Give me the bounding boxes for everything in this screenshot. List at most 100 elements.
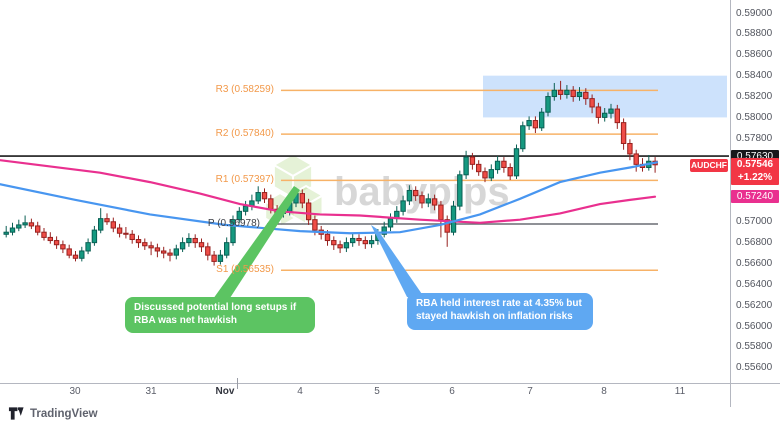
candle xyxy=(614,104,620,129)
candle xyxy=(9,222,16,236)
callout-green-line1: Discussed potential long setups if xyxy=(134,302,297,313)
candle xyxy=(249,194,255,211)
candle xyxy=(261,188,268,203)
candle xyxy=(476,160,482,176)
y-axis-label: 0.58000 xyxy=(736,111,773,123)
tradingview-label: TradingView xyxy=(30,407,98,420)
callout-green-long-setups[interactable]: Discussed potential long setups if RBA w… xyxy=(125,297,315,333)
tradingview-icon xyxy=(8,407,24,420)
candle xyxy=(22,215,28,229)
candle xyxy=(135,235,142,248)
candle xyxy=(60,240,66,254)
y-axis-label: 0.56200 xyxy=(736,299,773,311)
candle xyxy=(368,235,375,248)
callout-green-line2: RBA was net hawkish xyxy=(134,314,237,326)
candle xyxy=(47,232,53,244)
candle xyxy=(469,152,476,170)
candle xyxy=(179,237,186,253)
candle xyxy=(41,228,47,241)
candle xyxy=(627,139,633,161)
ma-pink-line[interactable] xyxy=(0,159,657,224)
candle xyxy=(620,118,627,150)
candle xyxy=(526,116,532,130)
candle xyxy=(116,223,123,238)
candle xyxy=(551,82,557,101)
candle xyxy=(570,86,576,102)
price-axis[interactable]: 0.59000 0.58800 0.58600 0.58400 0.58200 0.580… xyxy=(730,0,780,383)
month-boundary-tick xyxy=(237,378,238,389)
ma-blue-line[interactable] xyxy=(0,161,659,235)
candle xyxy=(110,217,116,233)
candle xyxy=(173,244,180,260)
y-axis-label: 0.58800 xyxy=(736,28,773,40)
y-axis-label: 0.56000 xyxy=(736,320,773,332)
candle xyxy=(652,157,658,173)
candle xyxy=(564,85,570,99)
candle xyxy=(520,121,526,152)
candle xyxy=(154,243,161,258)
pivot-label: S1 (0.56535) xyxy=(216,264,274,276)
candle xyxy=(450,200,457,236)
candle xyxy=(331,236,337,250)
callout-green-arrow[interactable] xyxy=(213,186,300,301)
candle xyxy=(362,236,369,249)
ma-pink-price-label: 0.57240 xyxy=(731,190,779,203)
candle xyxy=(343,237,350,253)
y-axis-label: 0.58400 xyxy=(736,70,773,82)
y-axis-label: 0.56400 xyxy=(736,278,773,290)
callout-blue-arrow[interactable] xyxy=(371,225,424,297)
candle xyxy=(457,170,463,211)
x-axis-label: 4 xyxy=(297,386,303,397)
candle xyxy=(142,238,148,250)
candle xyxy=(230,215,236,246)
y-axis-label: 0.57000 xyxy=(736,216,773,228)
last-price-label: 0.57546 +1.22% xyxy=(731,158,779,185)
candle xyxy=(186,233,192,247)
x-axis-label: 8 xyxy=(601,386,607,397)
candle xyxy=(583,88,589,105)
candle xyxy=(72,250,79,262)
symbol-tag[interactable]: AUDCHF xyxy=(690,159,728,172)
y-axis-label: 0.59000 xyxy=(736,7,773,19)
last-price-value: 0.57546 xyxy=(736,159,774,170)
price-axis-separator xyxy=(730,0,731,407)
candle xyxy=(85,238,91,255)
x-axis-label: 5 xyxy=(374,386,380,397)
candle xyxy=(419,191,425,209)
y-axis-label: 0.58600 xyxy=(736,49,773,61)
candle xyxy=(539,108,545,131)
candle xyxy=(16,219,22,232)
pivot-label: R2 (0.57840) xyxy=(215,128,274,140)
y-axis-label: 0.57800 xyxy=(736,132,773,144)
candle xyxy=(242,200,249,216)
candle xyxy=(91,225,98,246)
candle xyxy=(224,237,230,259)
candle xyxy=(98,208,104,234)
y-axis-label: 0.56600 xyxy=(736,258,773,269)
candle xyxy=(589,94,595,114)
y-axis-label: 0.58200 xyxy=(736,91,773,103)
candle xyxy=(431,194,438,211)
callout-blue-line1: RBA held interest rate at 4.35% but xyxy=(416,298,582,309)
candle xyxy=(305,198,312,225)
candle xyxy=(507,163,513,181)
candle xyxy=(602,108,608,122)
tradingview-logo[interactable]: TradingView xyxy=(8,406,98,421)
x-axis-label: 11 xyxy=(674,386,686,397)
pivot-label: R1 (0.57397) xyxy=(215,174,274,186)
candle xyxy=(167,248,173,262)
candle xyxy=(3,225,9,238)
candle xyxy=(545,92,551,117)
callout-blue-rba-hold[interactable]: RBA held interest rate at 4.35% but stay… xyxy=(407,293,593,330)
candle xyxy=(406,185,413,206)
candle xyxy=(608,103,614,119)
x-axis-label: 7 xyxy=(527,386,533,397)
candle xyxy=(79,246,85,262)
time-axis[interactable]: 30 31 Nov 4 5 6 7 8 11 xyxy=(0,386,780,402)
y-axis-label: 0.56800 xyxy=(736,237,773,249)
candle xyxy=(123,226,129,239)
x-axis-label: 30 xyxy=(69,386,81,397)
candle xyxy=(482,167,488,183)
